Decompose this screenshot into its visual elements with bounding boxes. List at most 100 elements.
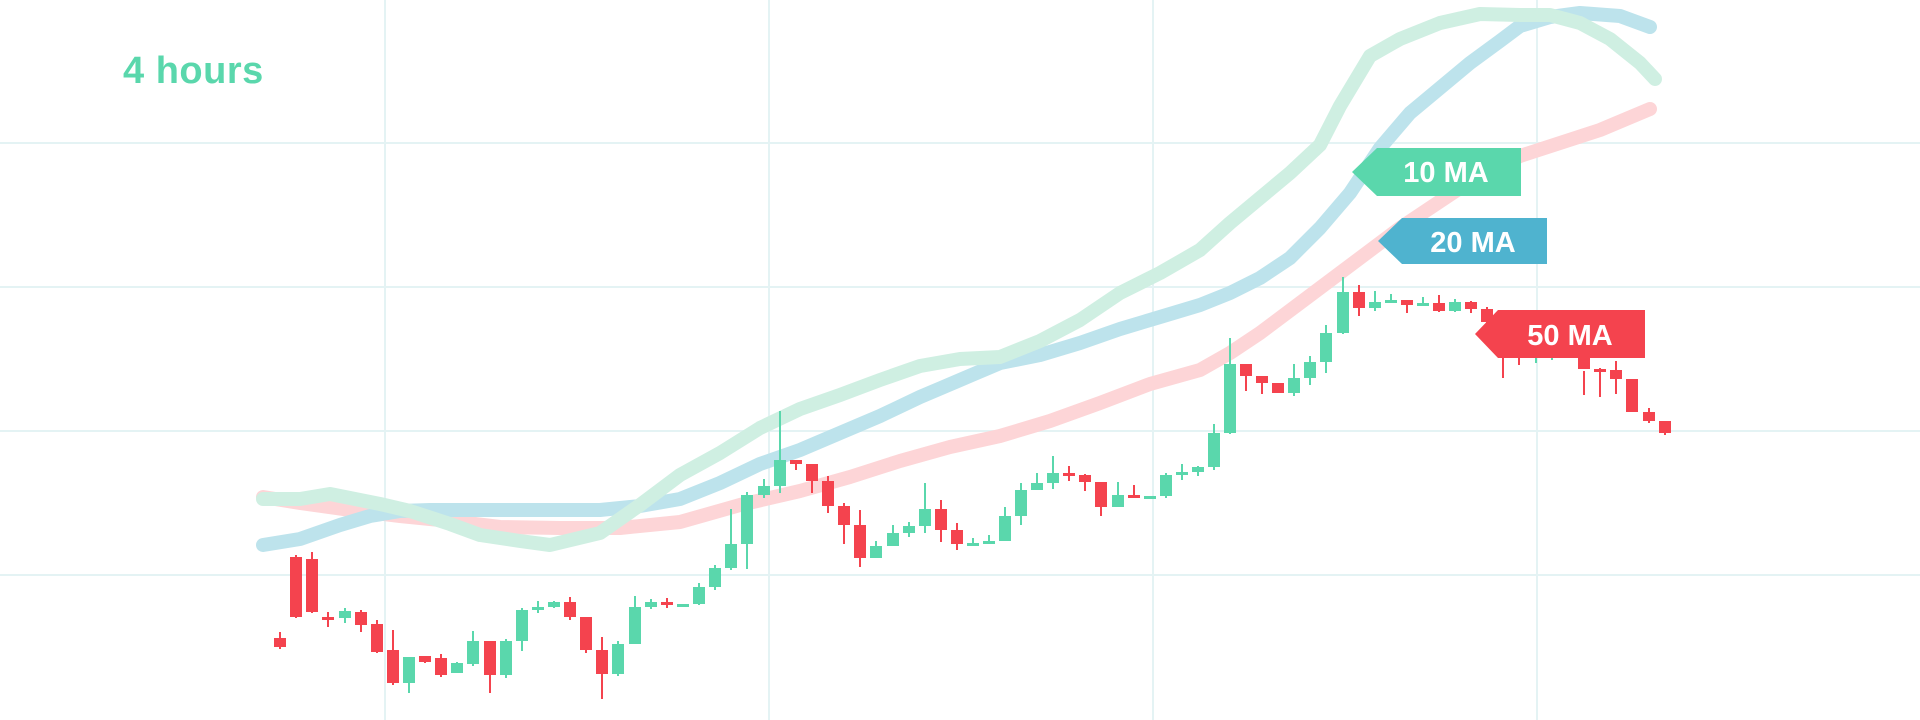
candle [1224,338,1236,434]
candle-body [612,644,624,674]
candle-body [339,611,351,618]
candle [854,510,866,567]
candle-body [322,617,334,620]
candle [774,411,786,493]
candle [838,503,850,544]
candle [1176,464,1188,480]
candle-body [629,607,641,644]
candle [274,632,286,649]
ma-label-10-tag [1352,148,1521,196]
ma-label-10-text: 10 MA [1403,157,1488,189]
candle-body [1224,364,1236,433]
candle-body [1353,292,1365,308]
ma-line-10-ma [256,7,1662,552]
candle [967,538,979,546]
candle [1433,295,1445,312]
candle [1240,364,1252,391]
candle-body [419,656,431,662]
candle-body [532,607,544,610]
candle [709,565,721,590]
candle-body [822,481,834,506]
candle-body [1208,433,1220,467]
candle-body [1385,300,1397,303]
candle [645,599,657,609]
candle-body [1079,475,1091,482]
candle-body [1063,473,1075,476]
candle-body [935,509,947,530]
candle-body [467,641,479,664]
candle [677,604,689,607]
candle [1417,297,1429,306]
candle [1369,291,1381,311]
candle-body [790,460,802,464]
candle [564,597,576,620]
candle [290,555,302,618]
candle [870,541,882,558]
candle [1643,408,1655,423]
candle-body [1304,362,1316,378]
candle-body [387,650,399,683]
candle [1304,356,1316,385]
candle-body [661,602,673,605]
candle-body [1095,482,1107,507]
candle-body [870,546,882,558]
candle [548,601,560,608]
candle [935,500,947,542]
candle [1160,473,1172,498]
candle-body [1031,483,1043,490]
candle-body [1659,421,1671,433]
ma-label-10: 10 MA [1352,148,1521,196]
candle-body [983,541,995,544]
candle [612,641,624,676]
candle [1578,353,1590,395]
candle [500,639,512,678]
candle [1353,285,1365,316]
candle-body [403,657,415,683]
candle-body [596,650,608,674]
candle [999,507,1011,541]
candle [1288,364,1300,396]
candle-body [999,516,1011,541]
candle-body [1449,302,1461,311]
candle [1015,483,1027,525]
candle-body [693,587,705,604]
moving-average-lines [256,6,1662,552]
candle [903,522,915,537]
candle [693,583,705,605]
ma-label-20: 20 MA [1378,218,1547,264]
ma-label-20-tag [1378,218,1547,264]
candle [806,464,818,493]
candle-body [774,460,786,486]
candle [1144,496,1156,499]
candle [790,460,802,470]
candle [484,641,496,693]
candle [467,631,479,666]
candle [1449,299,1461,312]
candle-body [838,506,850,525]
candle-body [919,509,931,526]
timeframe-label: 4 hours [123,50,264,92]
candle-body [645,602,657,607]
candle [741,492,753,569]
candle [1610,361,1622,394]
candle [435,654,447,677]
candle-body [1643,412,1655,421]
candle [1031,473,1043,490]
candle [355,610,367,632]
candle [1047,456,1059,489]
candle [516,608,528,651]
candle [629,596,641,644]
candle-body [951,530,963,544]
candle-body [290,557,302,617]
candle [419,656,431,663]
candle-body [516,610,528,641]
candle-body [1176,472,1188,475]
candle [1626,379,1638,412]
candle-body [1626,379,1638,412]
candle [1192,466,1204,476]
candle [1095,482,1107,516]
candle-body [1192,467,1204,472]
candle [887,525,899,546]
candle-body [1240,364,1252,376]
